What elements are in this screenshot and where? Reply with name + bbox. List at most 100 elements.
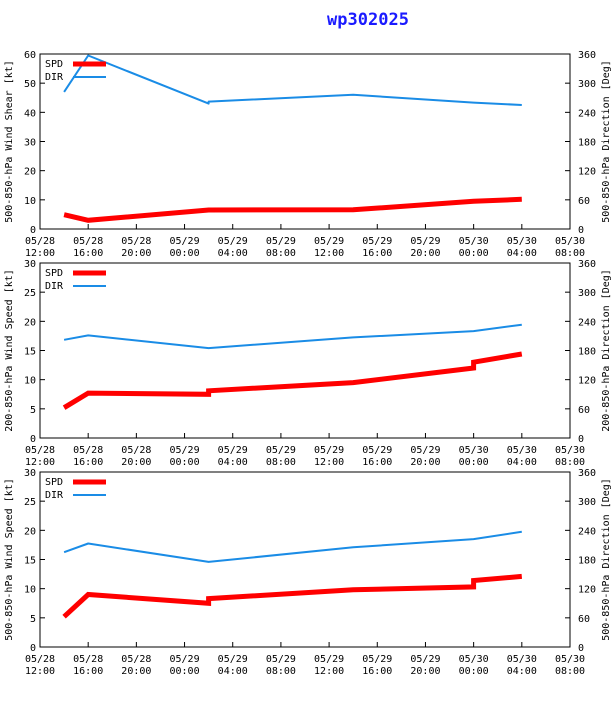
series-line-spd [62, 573, 523, 619]
legend-label-dir: DIR [45, 490, 64, 501]
x-tick-date-label: 05/29 [218, 654, 248, 665]
x-tick-time-label: 20:00 [121, 666, 151, 677]
y-axis-left-label: 500-850-hPa Wind Shear [kt] [4, 60, 15, 223]
x-tick-date-label: 05/29 [169, 654, 199, 665]
x-tick-date-label: 05/28 [73, 236, 103, 247]
y-axis-right-label: 500-850-hPa Direction [Deg] [601, 60, 612, 223]
legend-label-dir: DIR [45, 72, 64, 83]
series-line-spd [63, 196, 522, 223]
x-tick-date-label: 05/29 [218, 445, 248, 456]
y-left-tick-label: 20 [24, 167, 36, 178]
y-left-tick-label: 60 [24, 50, 36, 61]
y-right-tick-label: 300 [578, 497, 596, 508]
x-tick-time-label: 16:00 [73, 248, 103, 259]
x-tick-time-label: 00:00 [459, 666, 489, 677]
y-right-tick-label: 360 [578, 50, 596, 61]
x-tick-date-label: 05/30 [507, 236, 537, 247]
y-left-tick-label: 20 [24, 317, 36, 328]
y-left-tick-label: 5 [30, 405, 36, 416]
y-right-tick-label: 120 [578, 585, 596, 596]
x-tick-date-label: 05/30 [555, 445, 585, 456]
x-tick-time-label: 00:00 [169, 457, 199, 468]
y-left-tick-label: 40 [24, 108, 36, 119]
figure-title: wp302025 [327, 10, 409, 30]
x-tick-time-label: 08:00 [266, 457, 296, 468]
x-tick-date-label: 05/29 [218, 236, 248, 247]
x-tick-time-label: 12:00 [314, 666, 344, 677]
y-right-tick-label: 60 [578, 614, 590, 625]
x-tick-date-label: 05/28 [73, 654, 103, 665]
x-tick-date-label: 05/28 [25, 445, 55, 456]
x-tick-time-label: 04:00 [218, 457, 248, 468]
y-left-tick-label: 10 [24, 376, 36, 387]
x-tick-time-label: 12:00 [25, 457, 55, 468]
plot-frame [39, 471, 571, 648]
x-tick-time-label: 04:00 [507, 248, 537, 259]
x-tick-time-label: 04:00 [218, 248, 248, 259]
y-right-tick-label: 0 [578, 225, 584, 236]
x-tick-time-label: 00:00 [459, 457, 489, 468]
x-tick-date-label: 05/30 [555, 654, 585, 665]
chart-panel-3: 05101520253006012018024030036005/2812:00… [4, 468, 612, 677]
x-tick-date-label: 05/28 [25, 654, 55, 665]
x-tick-time-label: 08:00 [555, 457, 585, 468]
legend-label-spd: SPD [45, 268, 63, 279]
y-left-tick-label: 30 [24, 138, 36, 149]
x-tick-time-label: 08:00 [266, 248, 296, 259]
x-tick-time-label: 20:00 [410, 666, 440, 677]
x-tick-date-label: 05/29 [362, 654, 392, 665]
y-left-tick-label: 5 [30, 614, 36, 625]
x-tick-date-label: 05/29 [314, 236, 344, 247]
x-tick-time-label: 16:00 [362, 666, 392, 677]
y-left-tick-label: 25 [24, 288, 36, 299]
x-tick-date-label: 05/29 [314, 654, 344, 665]
y-right-tick-label: 180 [578, 138, 596, 149]
x-tick-date-label: 05/29 [362, 445, 392, 456]
x-tick-time-label: 20:00 [410, 248, 440, 259]
y-left-tick-label: 15 [24, 556, 36, 567]
y-right-tick-label: 0 [578, 643, 584, 654]
x-tick-time-label: 16:00 [73, 457, 103, 468]
series-line-dir [63, 54, 522, 106]
x-tick-time-label: 20:00 [121, 457, 151, 468]
x-tick-date-label: 05/29 [266, 445, 296, 456]
y-left-tick-label: 25 [24, 497, 36, 508]
legend-label-spd: SPD [45, 477, 63, 488]
x-tick-date-label: 05/30 [459, 236, 489, 247]
x-tick-time-label: 16:00 [73, 666, 103, 677]
x-tick-time-label: 04:00 [218, 666, 248, 677]
y-right-tick-label: 300 [578, 288, 596, 299]
y-left-tick-label: 50 [24, 79, 36, 90]
y-left-tick-label: 10 [24, 196, 36, 207]
x-tick-date-label: 05/30 [555, 236, 585, 247]
legend-label-spd: SPD [45, 59, 63, 70]
x-tick-time-label: 08:00 [555, 248, 585, 259]
x-tick-time-label: 00:00 [169, 666, 199, 677]
y-axis-left-label: 500-850-hPa Wind Speed [kt] [4, 478, 15, 641]
y-axis-right-label: 500-850-hPa Direction [Deg] [601, 478, 612, 641]
x-tick-date-label: 05/29 [362, 236, 392, 247]
chart-panels: 010203040506006012018024030036005/2812:0… [4, 50, 612, 677]
x-tick-date-label: 05/28 [25, 236, 55, 247]
x-tick-date-label: 05/30 [507, 654, 537, 665]
y-right-tick-label: 240 [578, 317, 596, 328]
series-line-dir [63, 323, 522, 350]
x-tick-time-label: 08:00 [555, 666, 585, 677]
x-tick-date-label: 05/28 [73, 445, 103, 456]
y-right-tick-label: 360 [578, 468, 596, 479]
x-tick-date-label: 05/30 [459, 445, 489, 456]
x-tick-time-label: 04:00 [507, 666, 537, 677]
legend-label-dir: DIR [45, 281, 64, 292]
x-tick-time-label: 12:00 [314, 457, 344, 468]
y-left-tick-label: 30 [24, 259, 36, 270]
y-right-tick-label: 0 [578, 434, 584, 445]
y-left-tick-label: 0 [30, 225, 36, 236]
y-right-tick-label: 240 [578, 526, 596, 537]
y-right-tick-label: 180 [578, 347, 596, 358]
plot-frame [39, 262, 571, 439]
x-tick-time-label: 00:00 [169, 248, 199, 259]
x-tick-date-label: 05/29 [410, 236, 440, 247]
series-line-spd [62, 351, 523, 410]
x-tick-date-label: 05/28 [121, 445, 151, 456]
y-right-tick-label: 300 [578, 79, 596, 90]
